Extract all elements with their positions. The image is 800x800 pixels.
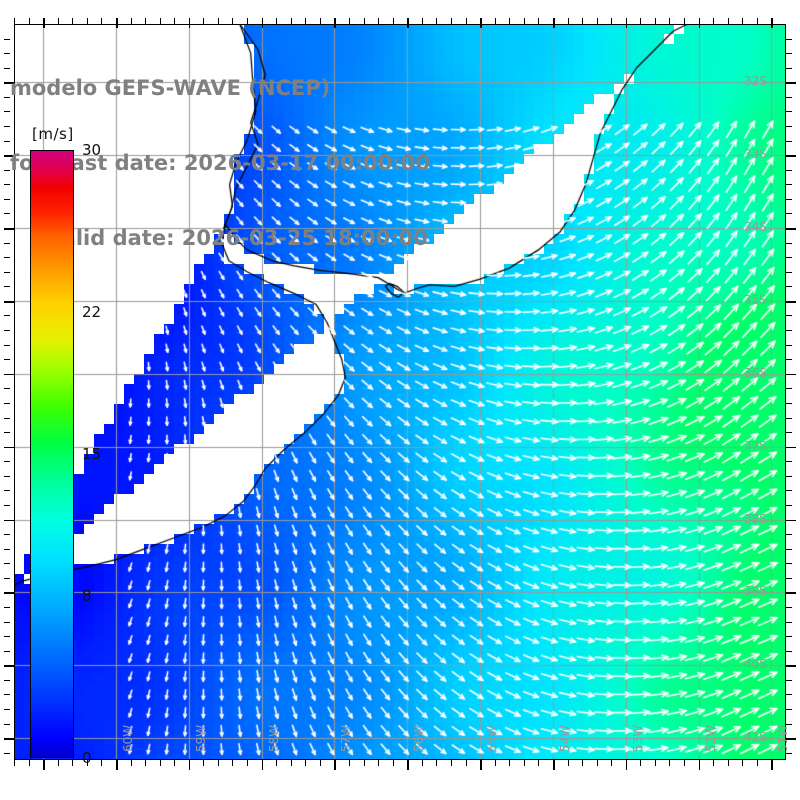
latitude-tick-label: 34S [744,220,767,235]
colorbar-tick-label: 8 [82,586,92,605]
plot-area [14,24,786,760]
longitude-tick-label: 58W [266,724,281,752]
latitude-tick-label: 41S [744,730,767,745]
latitude-tick-label: 32S [744,74,767,89]
colorbar-tick-label: 0 [82,749,92,767]
axis-ticks-top [14,14,786,28]
longitude-tick-label: 56W [412,724,427,752]
axis-ticks-left [4,24,14,760]
latitude-tick-label: 36S [744,365,767,380]
longitude-tick-label: 57W [339,724,354,752]
forecast-date-title: forecast date: 2026-03-17 00:00:00 [10,151,430,175]
colorbar-gradient [30,150,74,758]
wind-vector-arrows-layer [14,24,786,760]
latitude-tick-label: 38S [744,511,767,526]
colorbar-unit-label: [m/s] [32,125,74,143]
longitude-tick-label: 55W [485,724,500,752]
valid-date-title: valid date: 2026-03-25 18:00:00 [48,226,428,250]
colorbar-tick-label: 15 [82,445,102,463]
axis-ticks-right [786,24,796,760]
longitude-tick-label: 52W [703,724,718,752]
figure-title-block: modelo GEFS-WAVE (NCEP) forecast date: 2… [6,26,526,301]
latitude-tick-label: 35S [744,292,767,307]
latitude-tick-label: 39S [744,584,767,599]
longitude-tick-label: 54W [557,724,572,752]
longitude-tick-label: 60W [120,724,135,752]
latitude-tick-label: 37S [744,438,767,453]
colorbar-tick-label: 22 [82,303,102,322]
model-title: modelo GEFS-WAVE (NCEP) [10,76,331,100]
axis-ticks-bottom [14,760,786,770]
longitude-tick-label: 59W [193,724,208,752]
latitude-tick-label: 33S [744,147,767,162]
longitude-tick-label: 53W [630,724,645,752]
colorbar-tick-label: 30 [82,141,102,159]
latitude-tick-label: 40S [744,657,767,672]
